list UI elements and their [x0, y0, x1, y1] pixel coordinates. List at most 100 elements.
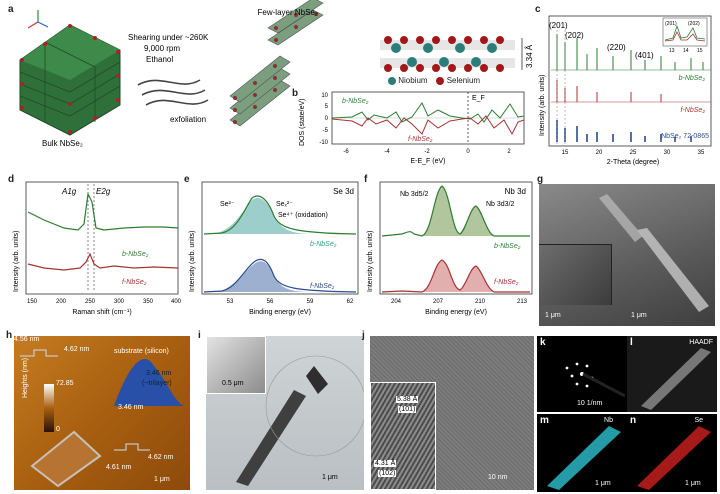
- svg-text:-2: -2: [424, 149, 430, 155]
- sem-image: 1 μm 1 μm: [539, 184, 715, 326]
- sem-scale-bar: 1 μm: [631, 312, 647, 319]
- panel-f: f Nb 3d Nb 3d5/2 Nb 3d3/2 b-NbSe₂ f-NbSe…: [362, 172, 538, 318]
- selenium-legend-icon: [436, 76, 445, 85]
- nb-bulk-series: [381, 185, 530, 237]
- svg-text:Nb 3d: Nb 3d: [505, 187, 526, 196]
- svg-text:Shearing under ~260K: Shearing under ~260K: [128, 33, 209, 42]
- xps-nb-chart: Nb 3d Nb 3d5/2 Nb 3d3/2 b-NbSe₂ f-NbSe₂ …: [367, 181, 533, 316]
- svg-text:b-NbSe₂: b-NbSe₂: [494, 243, 521, 250]
- svg-text:f-NbSe₂: f-NbSe₂: [494, 279, 519, 286]
- svg-text:f-NbSe₂: f-NbSe₂: [310, 283, 335, 290]
- panel-label-h: h: [6, 330, 13, 341]
- bulk-label: Bulk NbSe₂: [42, 139, 83, 148]
- svg-text:Intensity (arb. units): Intensity (arb. units): [189, 231, 196, 292]
- xrd-inset: [662, 17, 708, 47]
- svg-text:b-NbSe₂: b-NbSe₂: [342, 98, 369, 105]
- nb-few-series: [381, 259, 530, 293]
- svg-text:Intensity (arb. units): Intensity (arb. units): [13, 231, 20, 292]
- svg-text:2: 2: [507, 149, 511, 155]
- svg-text:(401): (401): [635, 51, 654, 60]
- panel-label-g: g: [537, 174, 544, 185]
- svg-text:207: 207: [433, 299, 444, 305]
- panel-g: g 1 μm 1 μm: [537, 174, 717, 326]
- dos-few-series: [331, 115, 525, 136]
- raman-bulk-series: [27, 191, 179, 231]
- svg-text:Seₓ²⁻: Seₓ²⁻: [276, 201, 293, 208]
- svg-text:0: 0: [325, 116, 329, 122]
- nb-map-image: [547, 426, 621, 490]
- svg-text:Few-layer NbSe₂: Few-layer NbSe₂: [258, 8, 318, 17]
- svg-text:Intensity (arb. units): Intensity (arb. units): [539, 75, 546, 136]
- svg-text:f-NbSe₂: f-NbSe₂: [408, 136, 433, 143]
- svg-text:204: 204: [391, 299, 402, 305]
- dos-bulk-series: [331, 102, 525, 123]
- tem-image: 0.5 μm 1 μm: [206, 336, 364, 490]
- tem-inset-image: [206, 336, 266, 394]
- xps-se-chart: Se 3d Se²⁻ Seₓ²⁻ Se⁴⁺ (oxidation) b-NbSe…: [189, 181, 359, 316]
- svg-text:9,000 rpm: 9,000 rpm: [144, 44, 180, 53]
- nb-few-fill: [422, 260, 494, 292]
- svg-text:-4: -4: [384, 149, 390, 155]
- svg-text:0: 0: [466, 149, 470, 155]
- svg-text:25: 25: [630, 150, 637, 156]
- svg-text:Se²⁻: Se²⁻: [220, 201, 235, 208]
- svg-text:f-NbSe₂: f-NbSe₂: [122, 279, 147, 286]
- element-legend: Niobium Selenium: [388, 76, 480, 85]
- panel-d: d A1g E2g b-NbSe₂ f-NbSe₂ Intensity (arb…: [4, 172, 184, 318]
- panel-n: n Se 1 μm: [627, 414, 717, 492]
- svg-text:200: 200: [56, 299, 67, 305]
- svg-text:15: 15: [697, 48, 703, 54]
- svg-text:14: 14: [683, 48, 689, 54]
- shear-flow-icon: [137, 79, 209, 106]
- afm-image: 72.85 0 Heights (nm) 4.56 nm 4.62 nm 3.4…: [14, 336, 190, 490]
- panel-label-i: i: [198, 330, 201, 341]
- svg-text:62: 62: [347, 299, 354, 305]
- svg-text:b-NbSe₂: b-NbSe₂: [122, 251, 149, 258]
- svg-text:15: 15: [562, 150, 569, 156]
- haadf-image: [641, 348, 711, 410]
- niobium-legend-icon: [388, 76, 396, 85]
- svg-text:59: 59: [307, 299, 314, 305]
- sem-inset-scale-bar: 1 μm: [545, 312, 561, 319]
- svg-text:400: 400: [171, 299, 182, 305]
- svg-text:350: 350: [143, 299, 154, 305]
- nb-bulk-fill: [422, 186, 494, 236]
- svg-text:10: 10: [321, 93, 328, 99]
- panel-label-k: k: [540, 337, 546, 348]
- svg-text:30: 30: [664, 150, 671, 156]
- svg-text:3.34 Å: 3.34 Å: [525, 44, 534, 68]
- svg-text:b-NbSe₂: b-NbSe₂: [310, 241, 337, 248]
- svg-text:35: 35: [698, 150, 705, 156]
- nb-map-title: Nb: [604, 417, 613, 424]
- dos-chart: b-NbSe₂ f-NbSe₂ E_F DOS (state/eV) 10 5 …: [299, 91, 525, 165]
- svg-text:(201): (201): [665, 21, 677, 27]
- panel-j: j 5.38 Å (101) 4.31 Å (102) 10 nm: [360, 330, 536, 492]
- svg-text:(220): (220): [607, 43, 626, 52]
- svg-text:E-E_F (eV): E-E_F (eV): [410, 158, 445, 165]
- se-few-series: [203, 258, 357, 293]
- svg-text:(202): (202): [688, 21, 700, 27]
- se-map-title: Se: [694, 417, 703, 424]
- panel-m: m Nb 1 μm: [537, 414, 627, 492]
- svg-text:-5: -5: [323, 128, 329, 134]
- svg-text:Binding energy (eV): Binding energy (eV): [425, 309, 487, 316]
- svg-text:2-Theta (degree): 2-Theta (degree): [607, 159, 660, 166]
- svg-text:Se 3d: Se 3d: [333, 187, 354, 196]
- panel-label-c: c: [535, 4, 541, 15]
- svg-text:150: 150: [27, 299, 38, 305]
- svg-text:56: 56: [267, 299, 274, 305]
- svg-text:E_F: E_F: [472, 95, 485, 102]
- raman-few-series: [27, 252, 179, 271]
- panel-h: h 72.85 0 Heights (nm) 4.56 nm 4.62 nm 3…: [4, 330, 194, 492]
- svg-text:213: 213: [517, 299, 528, 305]
- panel-b: b b-NbSe₂ f-NbSe₂ E_F DOS (state/eV) 10 …: [292, 88, 532, 166]
- bulk-crystal-image: [19, 24, 121, 136]
- saed-pattern-image: [565, 362, 626, 398]
- svg-text:(201): (201): [549, 21, 568, 30]
- svg-text:(202): (202): [565, 31, 584, 40]
- stacked-layers-image: 3.34 Å: [380, 36, 534, 72]
- svg-text:E2g: E2g: [96, 187, 111, 196]
- svg-text:Nb 3d3/2: Nb 3d3/2: [486, 201, 515, 208]
- svg-text:Raman shift (cm⁻¹): Raman shift (cm⁻¹): [72, 309, 131, 316]
- raman-chart: A1g E2g b-NbSe₂ f-NbSe₂ Intensity (arb. …: [13, 181, 182, 316]
